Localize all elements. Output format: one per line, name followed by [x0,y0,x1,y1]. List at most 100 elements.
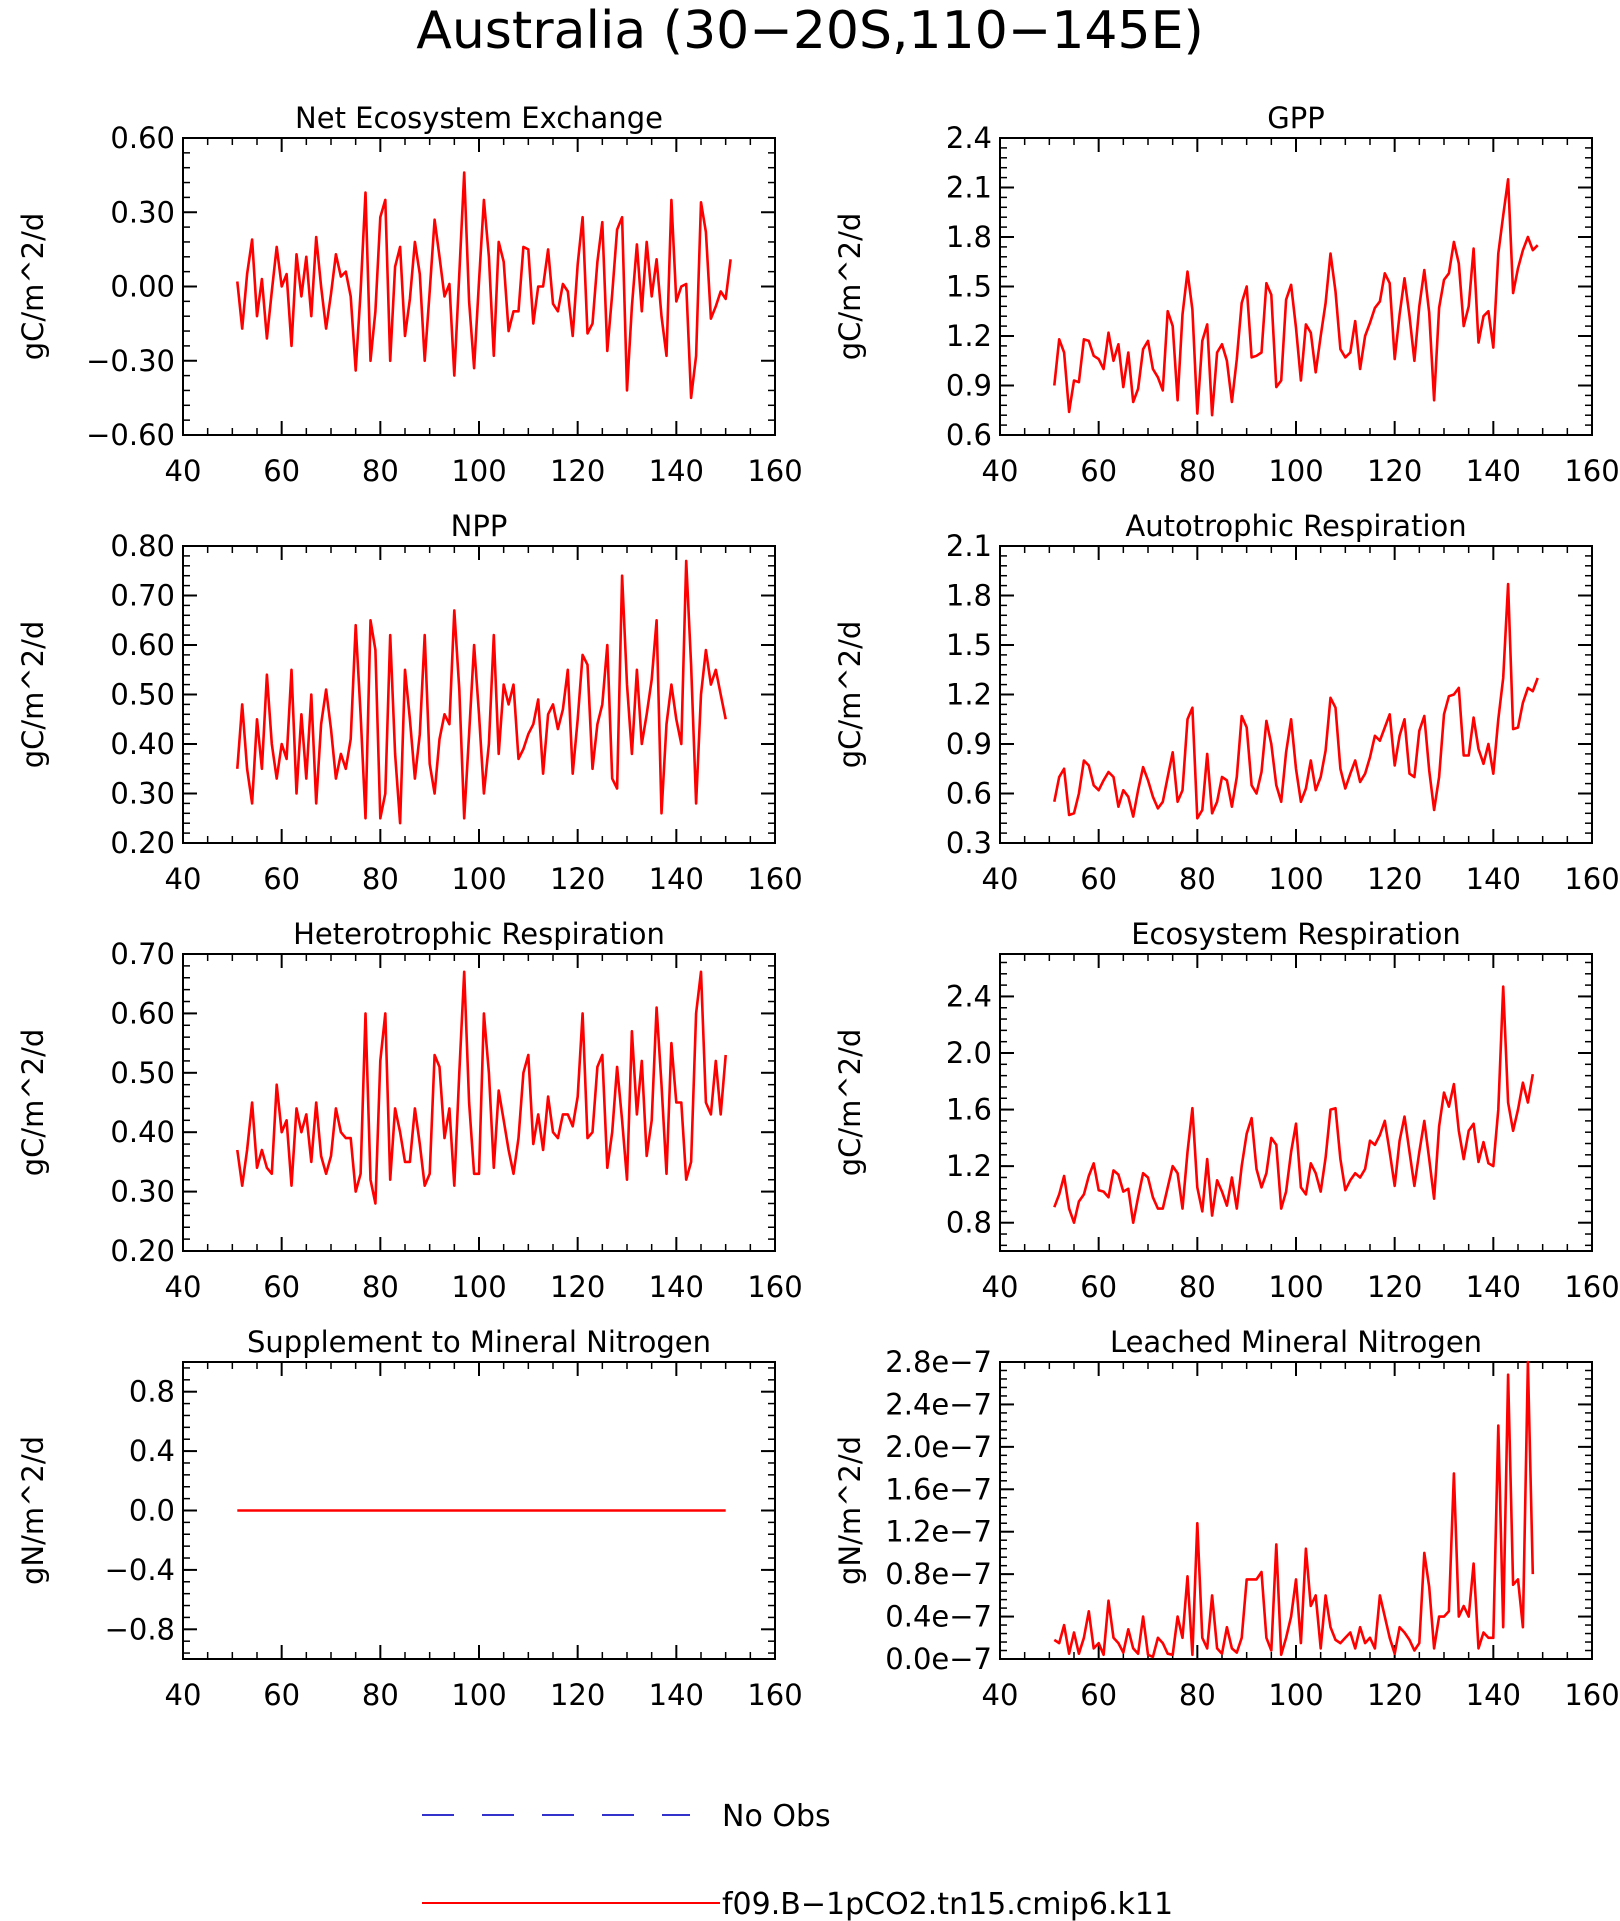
x-tick-label: 100 [451,862,506,896]
y-tick-label: −0.8 [105,1612,175,1646]
y-tick-label: 0.20 [110,826,175,860]
series-line [1053,178,1539,417]
x-tick-label: 80 [362,862,399,896]
series-line [1053,582,1539,820]
x-tick-label: 160 [1564,1678,1619,1712]
y-tick-label: −0.60 [86,418,175,452]
x-tick-label: 120 [1367,1270,1422,1304]
y-tick-label: 0.00 [110,270,175,304]
y-tick-label: 0.3 [946,826,992,860]
y-tick-label: 0.40 [110,1115,175,1149]
y-tick-label: 0.60 [110,996,175,1030]
y-tick-label: 0.20 [110,1234,175,1268]
series-line [236,559,727,825]
x-tick-label: 100 [451,1270,506,1304]
y-tick-label: 0.9 [946,727,992,761]
x-tick-label: 160 [747,862,802,896]
x-tick-label: 100 [451,454,506,488]
x-tick-label: 160 [747,1678,802,1712]
y-axis-label: gN/m^2/d [16,1436,50,1585]
y-tick-label: 2.1 [946,529,992,563]
legend-label-model: f09.B−1pCO2.tn15.cmip6.k11 [722,1887,1173,1921]
y-axis-label: gC/m^2/d [833,1029,867,1177]
y-tick-label: −0.30 [86,344,175,378]
y-tick-label: 0.30 [110,777,175,811]
panel-title: Autotrophic Respiration [1125,509,1466,543]
y-tick-label: 2.4 [946,121,992,155]
x-tick-label: 160 [1564,454,1619,488]
panel-ecosystem-respiration: Ecosystem Respiration gC/m^2/d 40 60 80 100 12… [833,917,1620,1304]
x-tick-label: 100 [1268,454,1323,488]
panel-net-ecosystem-exchange: Net Ecosystem Exchange gC/m^2/d 40 60 80 100 1… [16,101,803,488]
x-tick-label: 120 [1367,862,1422,896]
x-tick-label: 40 [982,862,1019,896]
y-tick-label: 0.80 [110,529,175,563]
y-axis-label: gC/m^2/d [16,1029,50,1177]
y-tick-label: 0.30 [110,195,175,229]
x-tick-label: 60 [263,1678,300,1712]
x-tick-label: 60 [263,1270,300,1304]
y-tick-label: 1.5 [946,270,992,304]
plot-frame [999,137,1593,436]
y-tick-label: 0.50 [110,1056,175,1090]
x-tick-label: 80 [362,1678,399,1712]
y-tick-label: 1.5 [946,628,992,662]
y-axis-label: gN/m^2/d [833,1436,867,1585]
x-tick-label: 120 [550,1678,605,1712]
y-tick-label: 1.2 [946,319,992,353]
x-tick-label: 120 [1367,454,1422,488]
y-tick-label: −0.4 [105,1553,175,1587]
panel-title: GPP [1267,101,1324,135]
series-line [236,171,732,400]
x-tick-label: 100 [1268,1270,1323,1304]
x-tick-label: 40 [982,1678,1019,1712]
x-tick-label: 40 [165,1270,202,1304]
panel-title: Supplement to Mineral Nitrogen [247,1325,711,1359]
y-tick-label: 0.9 [946,369,992,403]
x-tick-label: 100 [451,1678,506,1712]
y-tick-label: 0.8 [946,1206,992,1240]
y-tick-label: 0.50 [110,678,175,712]
panel-supplement-to-mineral-nitrogen: Supplement to Mineral Nitrogen gN/m^2/d 40… [16,1325,803,1712]
x-tick-label: 80 [1179,454,1216,488]
x-tick-label: 140 [649,1270,704,1304]
panel-title: Net Ecosystem Exchange [295,101,663,135]
x-tick-label: 140 [649,454,704,488]
series-line [1053,985,1535,1224]
y-axis-label: gC/m^2/d [16,621,50,769]
x-tick-label: 120 [550,454,605,488]
x-tick-label: 160 [1564,862,1619,896]
series-line [236,970,727,1205]
y-tick-label: 0.0e−7 [885,1642,992,1676]
x-tick-label: 60 [1080,454,1117,488]
x-tick-label: 140 [1466,1678,1521,1712]
y-tick-label: 2.4e−7 [885,1387,992,1421]
y-tick-label: 0.60 [110,121,175,155]
x-tick-label: 60 [263,862,300,896]
y-tick-label: 1.2 [946,678,992,712]
x-tick-label: 160 [747,1270,802,1304]
x-tick-label: 80 [1179,862,1216,896]
panel-heterotrophic-respiration: Heterotrophic Respiration gC/m^2/d 40 60 80 1… [16,917,803,1304]
x-tick-label: 60 [1080,1678,1117,1712]
y-tick-label: 0.40 [110,727,175,761]
x-tick-label: 60 [263,454,300,488]
y-tick-label: 0.6 [946,418,992,452]
y-tick-label: 2.8e−7 [885,1345,992,1379]
y-tick-label: 0.8e−7 [885,1557,992,1591]
x-tick-label: 80 [1179,1678,1216,1712]
panel-autotrophic-respiration: Autotrophic Respiration gC/m^2/d 40 60 80 100… [833,509,1620,896]
x-tick-label: 120 [550,862,605,896]
chart-panels: Net Ecosystem Exchange gC/m^2/d 40 60 80 100 1… [16,101,1620,1712]
panel-gpp: GPP gC/m^2/d 40 60 80 100 120 140 160 0.6 0.9 1.2 1.… [833,101,1620,488]
x-tick-label: 140 [649,862,704,896]
x-tick-label: 40 [165,454,202,488]
x-tick-label: 40 [165,862,202,896]
y-tick-label: 1.6e−7 [885,1472,992,1506]
y-tick-label: 0.6 [946,777,992,811]
panel-title: Heterotrophic Respiration [293,917,665,951]
x-tick-label: 60 [1080,1270,1117,1304]
x-tick-label: 40 [982,454,1019,488]
panel-title: NPP [451,509,508,543]
